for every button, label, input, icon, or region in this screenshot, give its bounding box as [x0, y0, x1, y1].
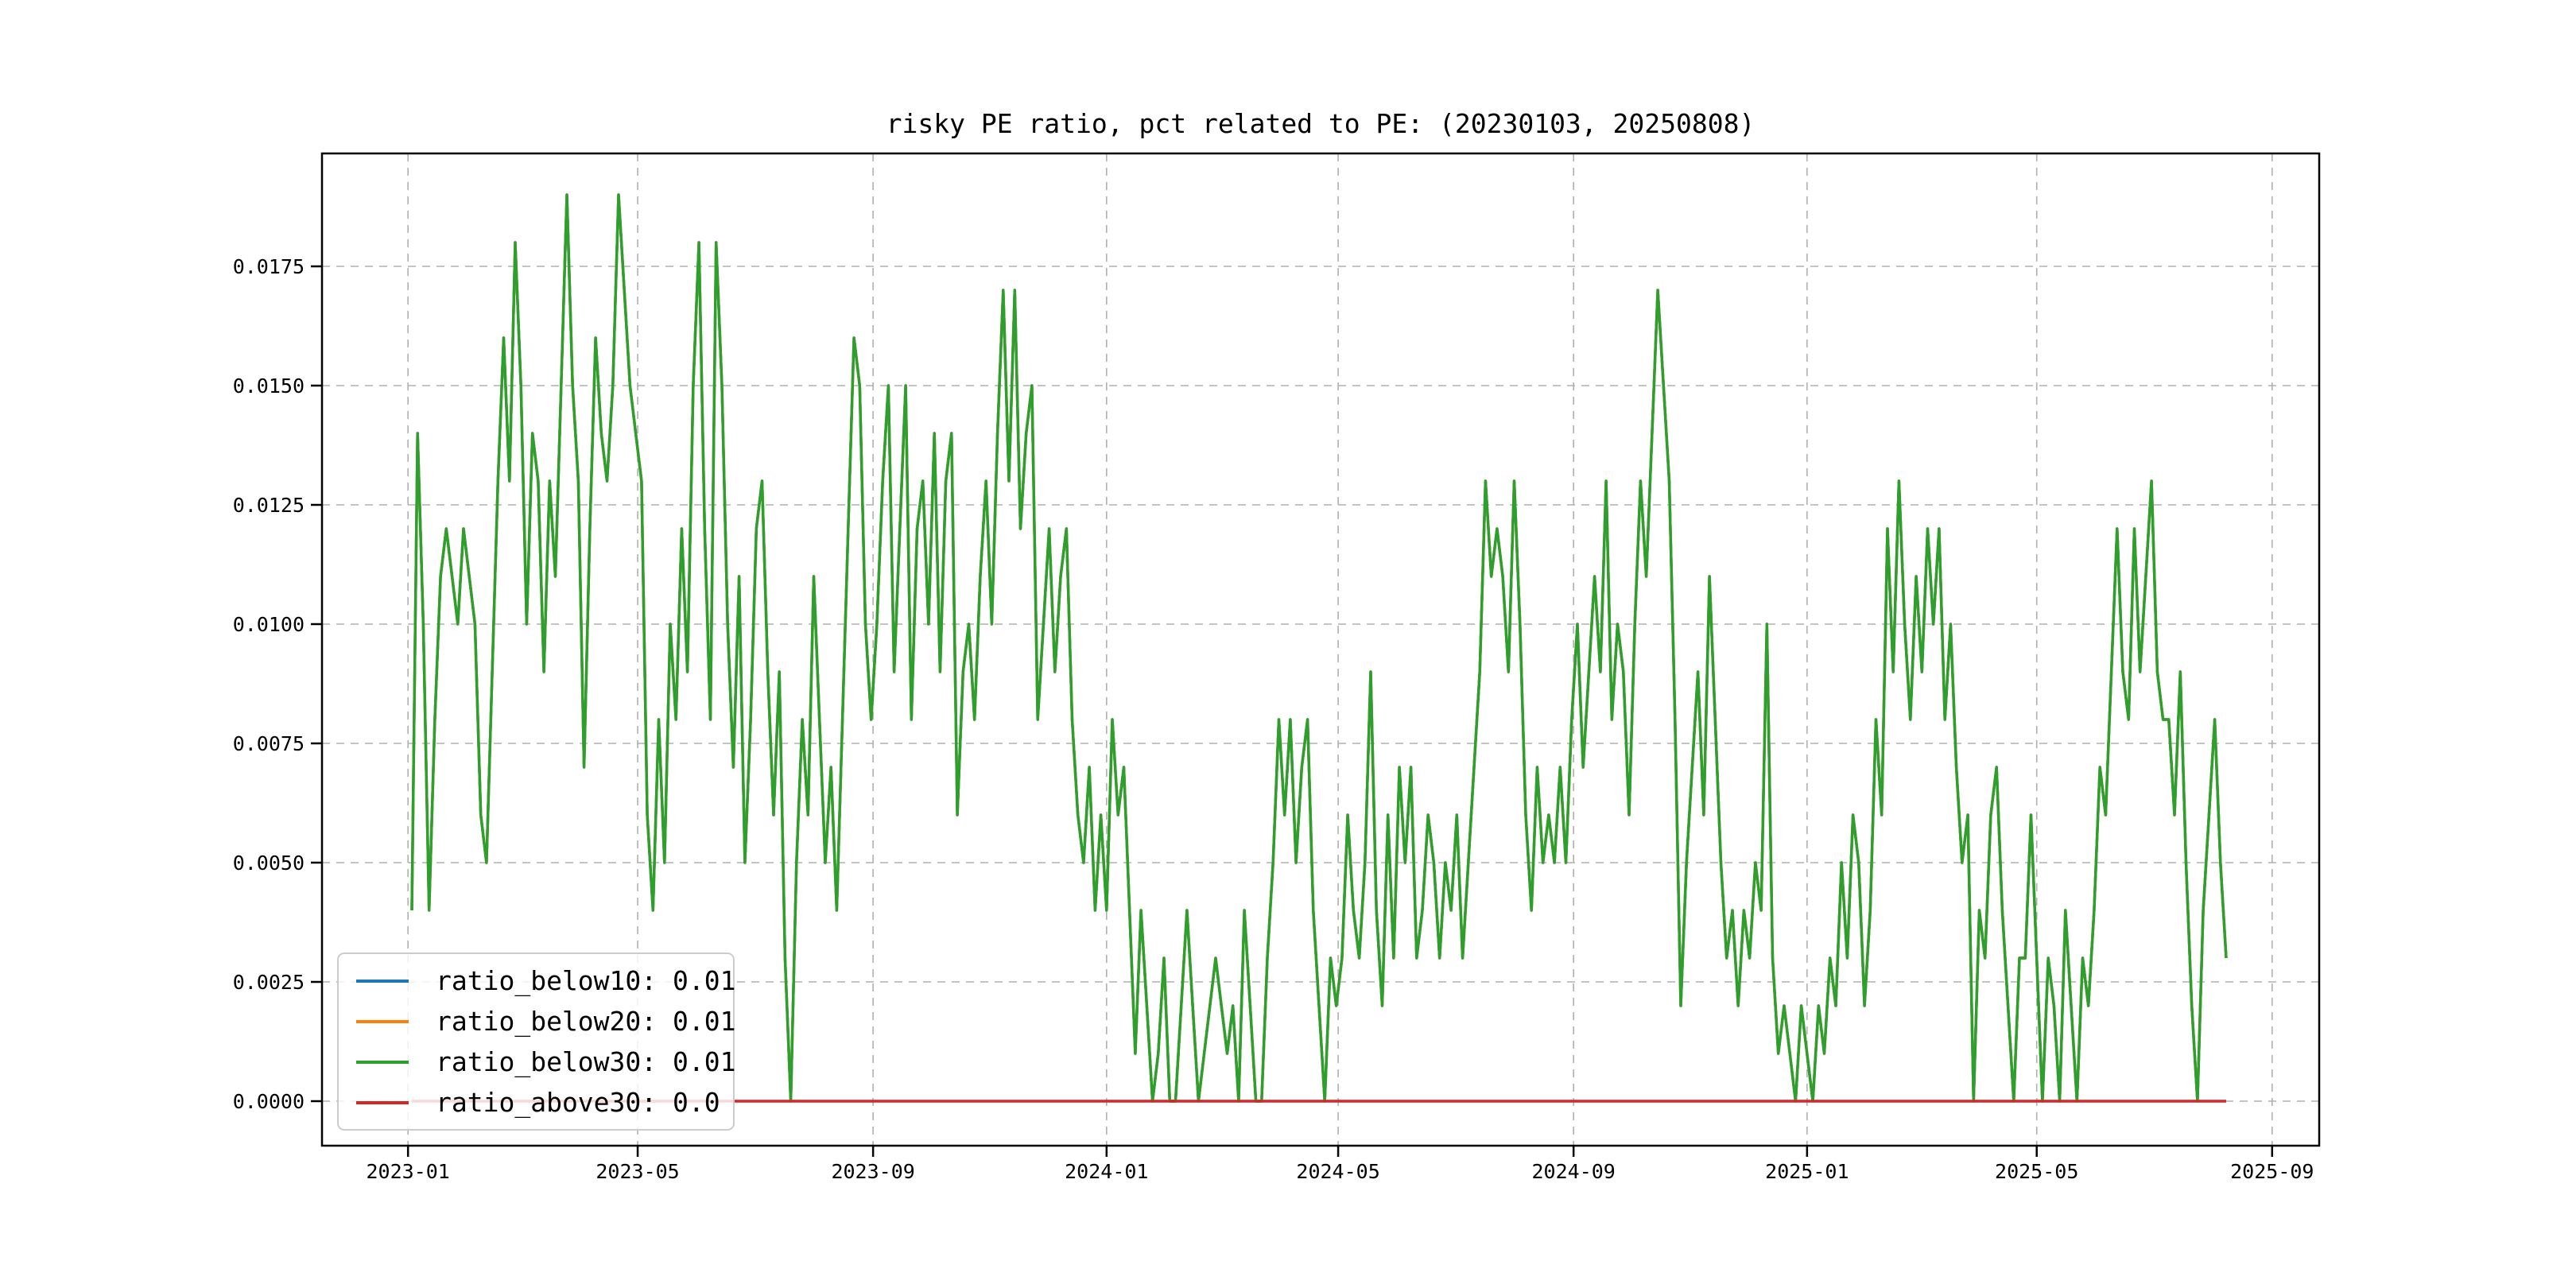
legend-item-ratio-below30: ratio_below30: 0.01	[339, 1043, 736, 1081]
legend-swatch-ratio-below10	[356, 979, 409, 983]
legend: ratio_below10: 0.01 ratio_below20: 0.01 …	[337, 952, 736, 1131]
y-tick-label: 0.0025	[233, 971, 305, 994]
x-tick-label: 2024-09	[1531, 1160, 1615, 1183]
chart-title: risky PE ratio, pct related to PE: (2023…	[886, 108, 1755, 139]
y-tick-label: 0.0050	[233, 852, 305, 875]
line-ratio_below30	[410, 193, 2228, 1103]
y-tick-label: 0.0075	[233, 732, 305, 755]
x-tick-label: 2025-05	[1995, 1160, 2078, 1183]
legend-swatch-ratio-above30	[356, 1100, 409, 1104]
x-tick-label: 2024-01	[1065, 1160, 1148, 1183]
legend-item-ratio-below20: ratio_below20: 0.01	[339, 1003, 736, 1041]
axes-spines	[320, 152, 2321, 1147]
y-tick-label: 0.0125	[233, 494, 305, 517]
legend-swatch-ratio-below30	[356, 1060, 409, 1064]
y-tick-label: 0.0100	[233, 613, 305, 636]
legend-label-ratio-above30: ratio_above30: 0.0	[436, 1087, 720, 1118]
legend-label-ratio-below30: ratio_below30: 0.01	[436, 1046, 736, 1077]
x-tick-label: 2025-09	[2230, 1160, 2314, 1183]
y-tick-label: 0.0175	[233, 255, 305, 278]
series-lines	[410, 193, 2228, 1103]
tick-marks	[311, 265, 2274, 1157]
legend-item-ratio-below10: ratio_below10: 0.01	[339, 962, 736, 1000]
legend-label-ratio-below20: ratio_below20: 0.01	[436, 1006, 736, 1037]
x-tick-label: 2023-09	[831, 1160, 914, 1183]
legend-label-ratio-below10: ratio_below10: 0.01	[436, 965, 736, 996]
legend-swatch-ratio-below20	[356, 1019, 409, 1023]
x-tick-label: 2023-05	[596, 1160, 679, 1183]
y-tick-label: 0.0000	[233, 1090, 305, 1113]
tick-labels: 2023-01 2023-05 2023-09 2024-01 2024-05 2024-…	[233, 255, 2314, 1183]
y-tick-label: 0.0150	[233, 374, 305, 398]
x-tick-label: 2024-05	[1296, 1160, 1379, 1183]
legend-item-ratio-above30: ratio_above30: 0.0	[339, 1084, 733, 1122]
x-tick-label: 2023-01	[367, 1160, 450, 1183]
x-tick-label: 2025-01	[1765, 1160, 1849, 1183]
